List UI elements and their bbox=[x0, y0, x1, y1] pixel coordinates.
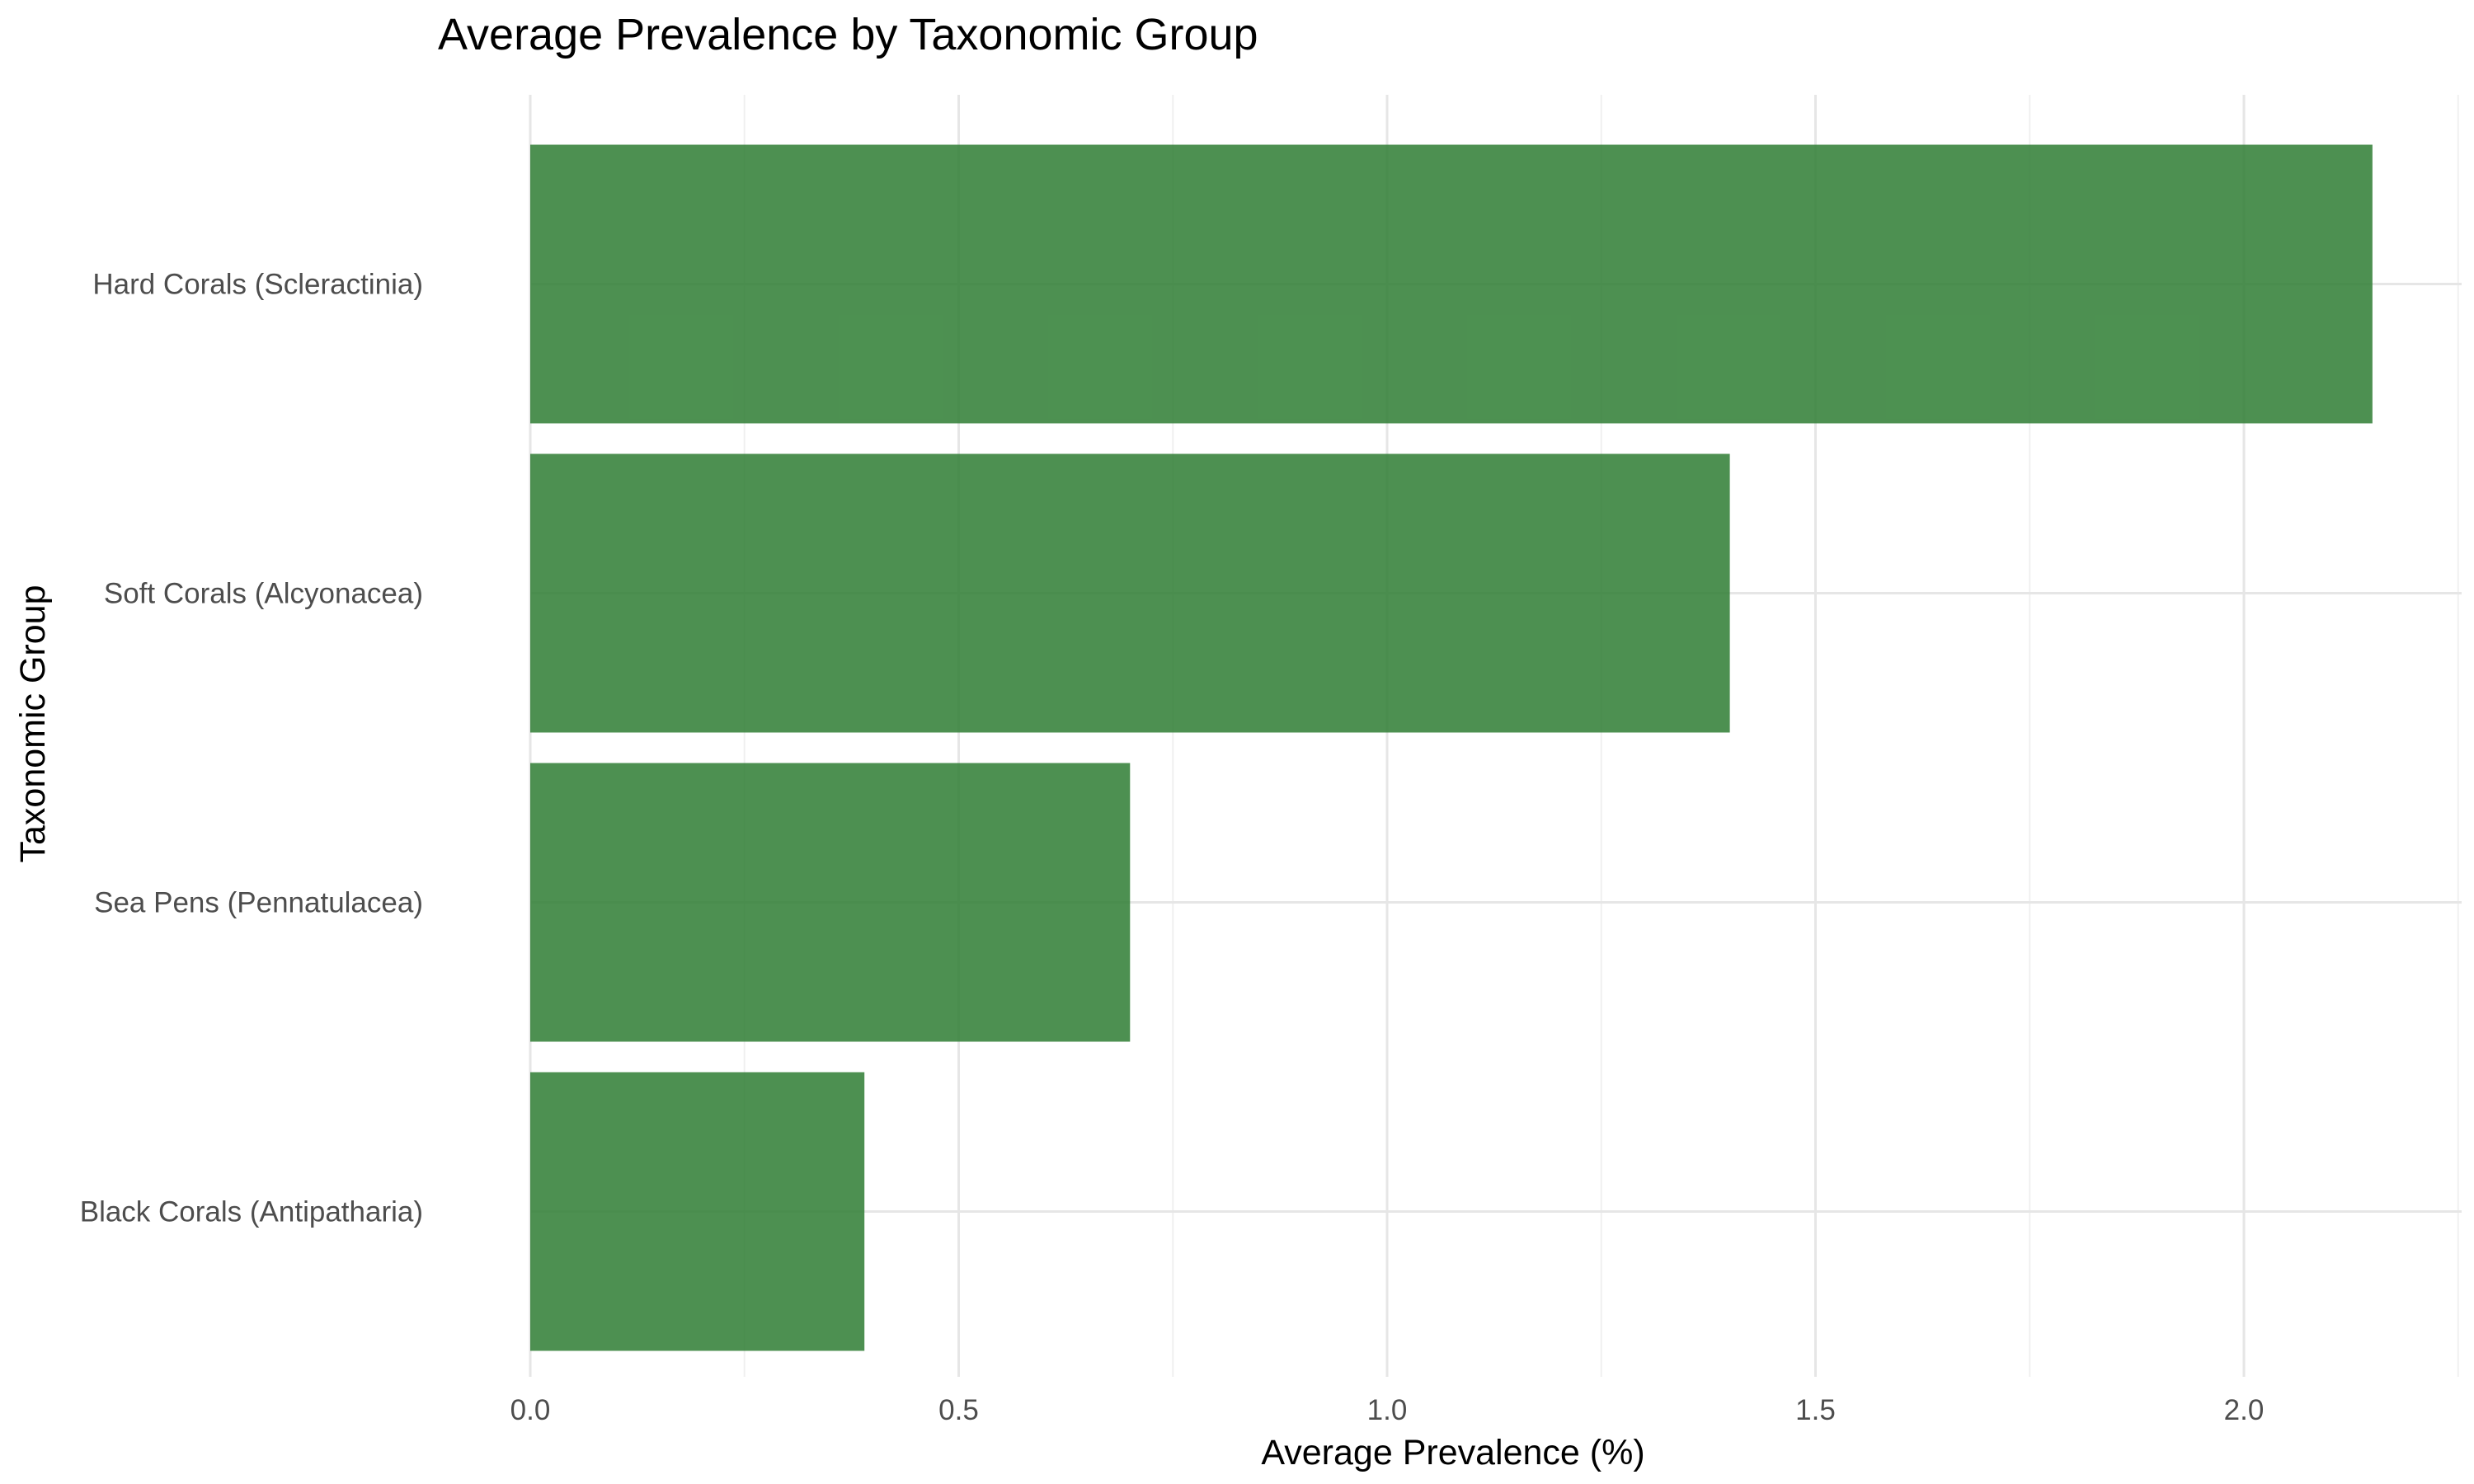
x-tick-label: 0.5 bbox=[938, 1394, 979, 1426]
bar bbox=[530, 453, 1730, 733]
bar bbox=[530, 1072, 865, 1351]
x-tick-label: 2.0 bbox=[2224, 1394, 2265, 1426]
y-axis-title: Taxonomic Group bbox=[13, 585, 53, 863]
chart-title: Average Prevalence by Taxonomic Group bbox=[438, 10, 1258, 59]
x-tick-labels: 0.0 0.5 1.0 1.5 2.0 bbox=[510, 1394, 2265, 1426]
y-tick-label: Hard Corals (Scleractinia) bbox=[92, 269, 423, 301]
bar bbox=[530, 763, 1131, 1042]
bars bbox=[530, 144, 2373, 1351]
x-tick-label: 0.0 bbox=[510, 1394, 551, 1426]
x-tick-label: 1.0 bbox=[1367, 1394, 1408, 1426]
y-tick-label: Soft Corals (Alcyonacea) bbox=[104, 578, 423, 610]
y-tick-label: Sea Pens (Pennatulacea) bbox=[94, 887, 423, 919]
y-tick-label: Black Corals (Antipatharia) bbox=[80, 1196, 423, 1228]
bar bbox=[530, 144, 2373, 424]
x-tick-label: 1.5 bbox=[1795, 1394, 1836, 1426]
y-tick-labels: Hard Corals (Scleractinia) Soft Corals (A… bbox=[80, 269, 423, 1228]
x-axis-title: Average Prevalence (%) bbox=[1261, 1433, 1644, 1472]
